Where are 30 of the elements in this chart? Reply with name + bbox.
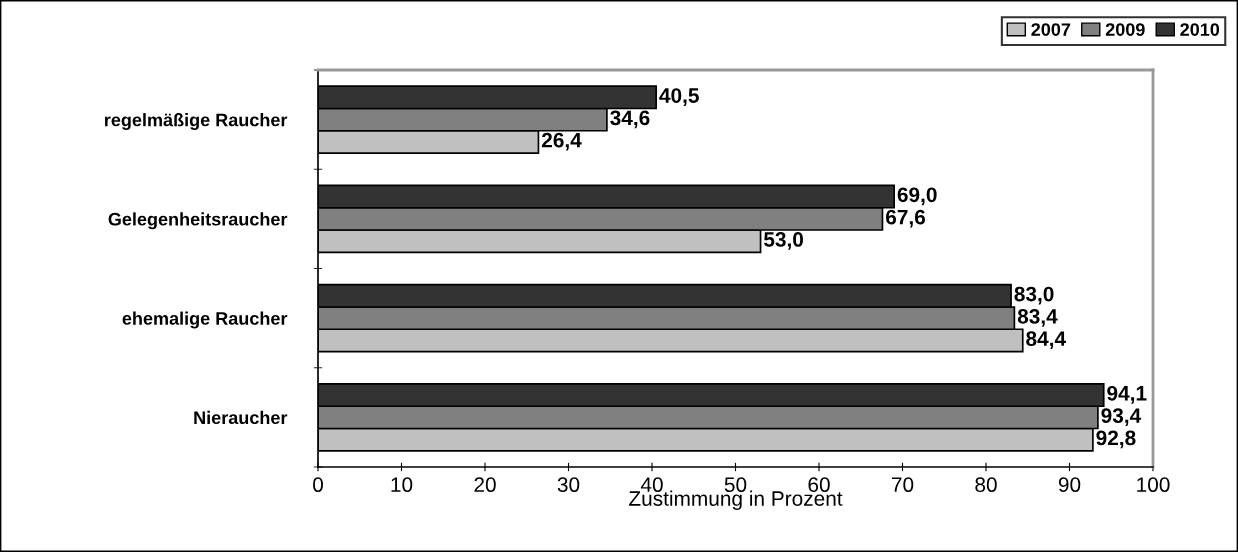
- x-tick-label: 20: [474, 477, 496, 493]
- data-label: 83,4: [1017, 308, 1058, 327]
- data-label: 67,6: [886, 209, 926, 228]
- y-tick-label: regelmäßige Raucher: [105, 113, 288, 130]
- x-tick-label: 100: [1137, 477, 1170, 493]
- x-tick-label: 10: [391, 477, 413, 493]
- legend-label: 2010: [1180, 23, 1220, 36]
- x-tick-label: 0: [313, 477, 323, 493]
- y-tick-label: Gelegenheitsraucher: [108, 212, 288, 230]
- x-tick-label: 90: [1058, 477, 1081, 493]
- data-label: 83,0: [1014, 286, 1054, 305]
- data-label: 53,0: [763, 232, 804, 250]
- data-label: 69,0: [897, 187, 937, 206]
- legend-label: 2007: [1031, 23, 1071, 36]
- y-tick-label: ehemalige Raucher: [122, 311, 288, 329]
- x-tick-label: 70: [891, 477, 914, 493]
- legend-label: 2009: [1105, 23, 1145, 36]
- x-tick-label: 60: [808, 477, 830, 493]
- x-tick-label: 40: [640, 477, 663, 493]
- data-label: 40,5: [659, 88, 699, 106]
- data-label: 34,6: [610, 110, 650, 129]
- x-tick-label: 30: [557, 477, 580, 493]
- y-tick-label: Nieraucher: [194, 410, 288, 425]
- data-label: 93,4: [1101, 408, 1142, 426]
- x-tick-label: 80: [975, 477, 997, 493]
- data-label: 26,4: [541, 132, 582, 151]
- data-label: 92,8: [1096, 430, 1136, 449]
- data-label: 94,1: [1107, 385, 1147, 404]
- x-tick-label: 50: [724, 477, 747, 493]
- data-label: 84,4: [1026, 331, 1066, 350]
